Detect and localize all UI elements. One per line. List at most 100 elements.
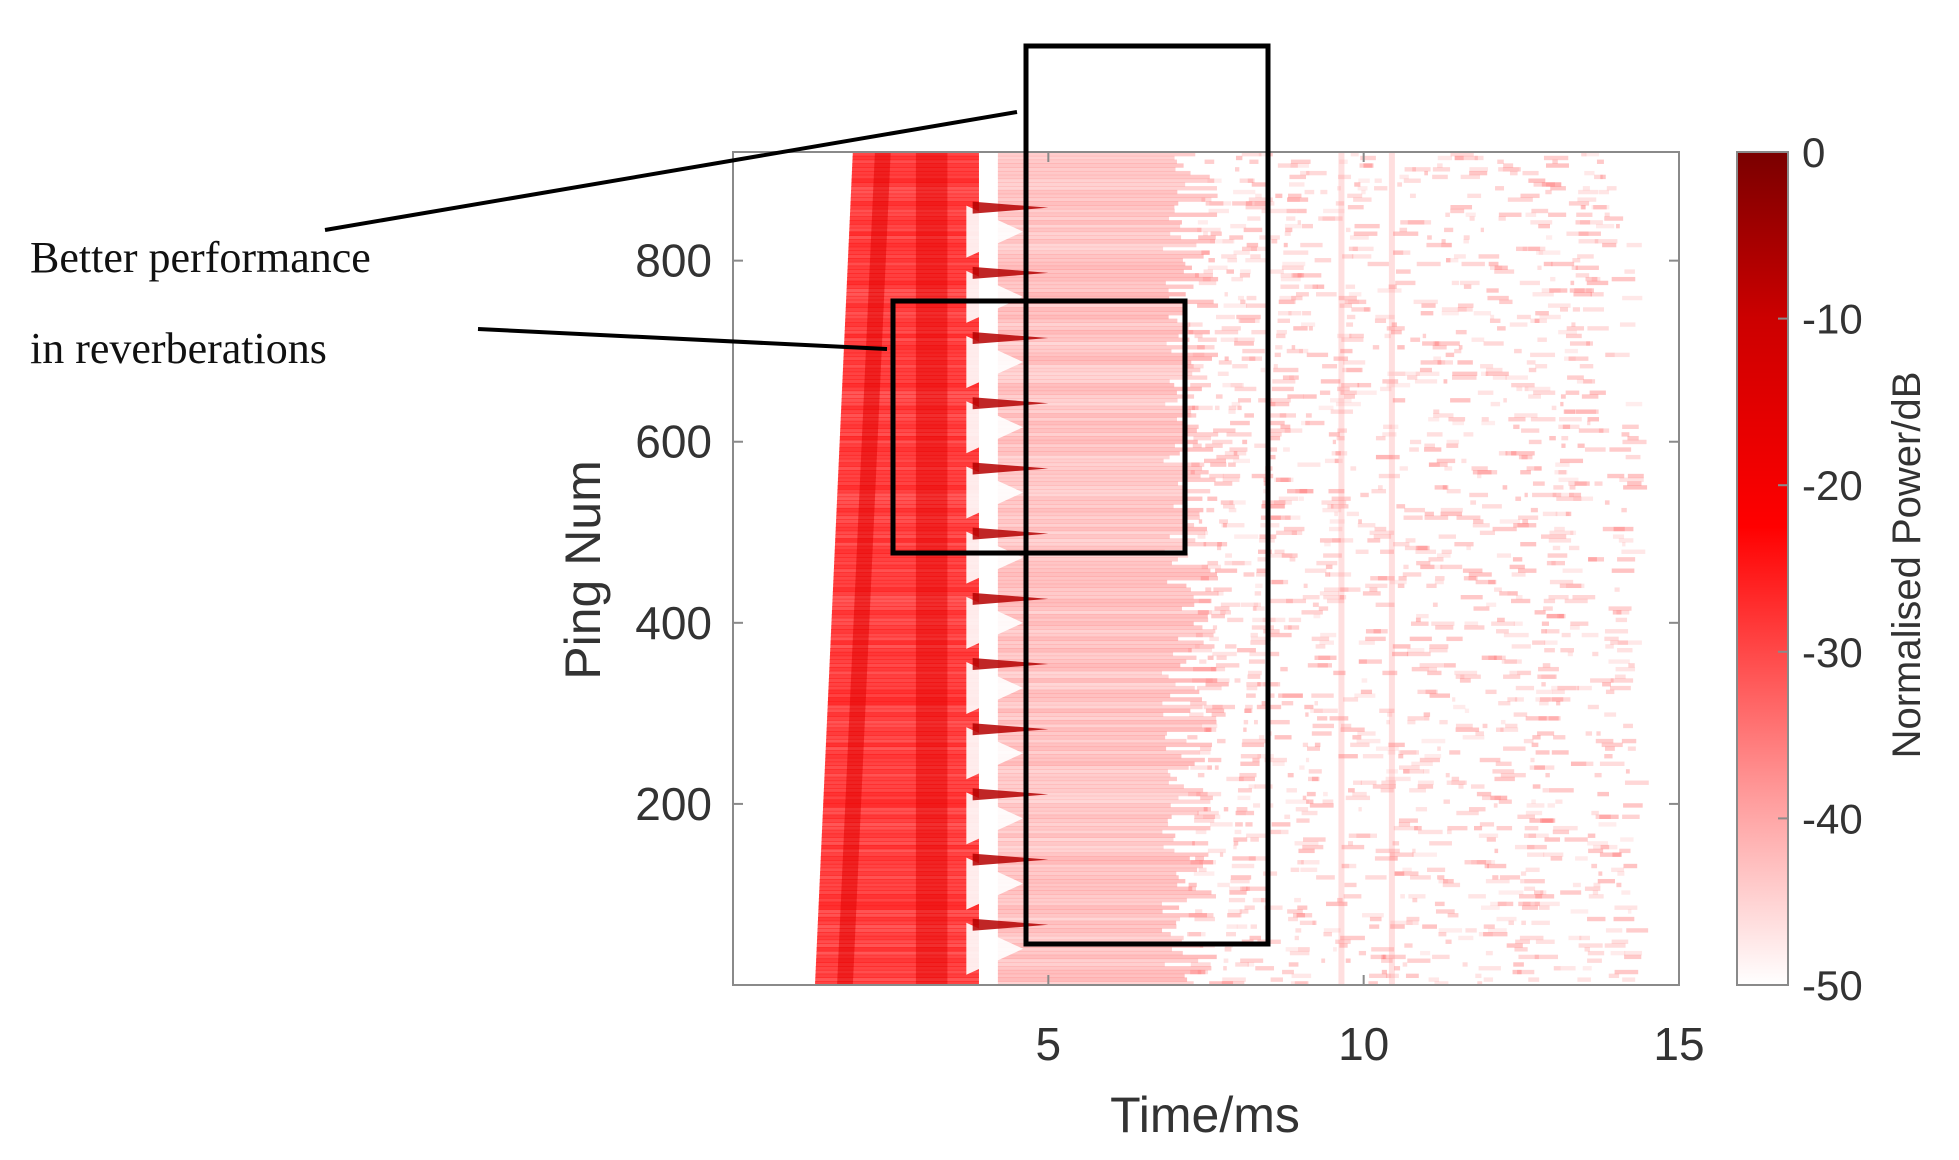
sparse-return <box>1400 894 1405 899</box>
pulse-gap <box>966 531 1024 584</box>
sparse-return <box>1209 239 1235 244</box>
sparse-return <box>1220 337 1238 342</box>
sparse-return <box>1195 632 1203 638</box>
echo-striation <box>915 280 948 286</box>
sparse-return <box>1205 708 1225 713</box>
echo-striation <box>861 454 877 460</box>
sparse-return <box>1283 250 1309 255</box>
sparse-return <box>1497 159 1504 164</box>
sparse-return <box>1451 780 1466 785</box>
sparse-return <box>1271 239 1278 244</box>
sparse-return <box>1594 239 1618 244</box>
sparse-return <box>1400 750 1417 755</box>
echo-striation <box>915 398 948 403</box>
echo-band-row <box>837 496 979 501</box>
sparse-return <box>1599 814 1619 819</box>
sparse-return <box>1230 420 1250 426</box>
sparse-return <box>1429 841 1452 846</box>
sparse-return <box>1475 579 1497 585</box>
echo-striation <box>869 276 885 282</box>
echo-striation <box>838 958 854 963</box>
echo-striation <box>915 606 948 611</box>
sparse-return <box>1223 303 1247 308</box>
sparse-return <box>1558 424 1580 430</box>
echo-striation <box>915 182 948 187</box>
echo-band-row <box>842 371 979 376</box>
sparse-return <box>1394 871 1405 876</box>
echo-striation <box>858 504 875 509</box>
sparse-return <box>1568 545 1580 551</box>
sparse-return <box>1190 470 1195 475</box>
sparse-return <box>1232 364 1248 369</box>
sparse-return <box>1554 470 1568 475</box>
sparse-return <box>1235 822 1243 827</box>
sparse-return <box>1398 765 1420 770</box>
echo-striation <box>854 598 871 604</box>
sparse-return <box>1393 231 1419 236</box>
reverb-row <box>997 882 1178 888</box>
echo-striation <box>915 576 948 581</box>
sparse-return <box>1402 572 1422 577</box>
sparse-return <box>1312 284 1325 289</box>
sparse-return <box>1301 322 1316 327</box>
sparse-return <box>1559 417 1582 422</box>
sparse-return <box>1593 205 1607 210</box>
echo-striation <box>915 488 948 494</box>
reverb-row <box>997 610 1212 615</box>
reverb-row <box>997 856 1190 861</box>
sparse-return <box>1285 799 1309 804</box>
sparse-return <box>1334 458 1339 464</box>
sparse-return <box>1608 606 1632 611</box>
echo-band-row <box>818 909 979 914</box>
sparse-return <box>1353 197 1372 202</box>
sparse-return <box>1390 852 1414 857</box>
echo-spike <box>972 397 1049 410</box>
sparse-return <box>1410 337 1421 342</box>
sparse-return <box>1398 750 1420 755</box>
sparse-return <box>1291 273 1305 278</box>
echo-striation <box>852 636 869 642</box>
echo-striation <box>866 329 883 335</box>
echo-striation <box>862 432 878 437</box>
sparse-return <box>1535 750 1550 755</box>
echo-striation <box>915 931 948 937</box>
sparse-return <box>1457 360 1473 365</box>
pulse-gap <box>966 662 1024 715</box>
sparse-return <box>1306 352 1329 358</box>
echo-band-row <box>841 409 979 414</box>
reverb-row <box>997 405 1195 411</box>
sparse-return <box>1202 276 1211 282</box>
echo-striation <box>915 810 948 816</box>
sparse-return <box>1265 651 1280 657</box>
sparse-return <box>1295 928 1302 933</box>
sparse-return <box>1253 606 1257 611</box>
sparse-return <box>1569 625 1580 630</box>
sparse-return <box>1252 606 1265 611</box>
sparse-return <box>1499 591 1512 596</box>
sparse-return <box>1345 958 1351 963</box>
sparse-return <box>1564 598 1588 604</box>
reverb-row <box>997 307 1183 312</box>
reverb-row <box>997 541 1207 547</box>
echo-striation <box>915 473 948 479</box>
sparse-return <box>1528 246 1546 252</box>
sparse-return <box>1311 731 1332 736</box>
sparse-return <box>1226 776 1244 782</box>
sparse-return <box>1455 329 1467 335</box>
echo-striation <box>915 837 948 842</box>
echo-band-row <box>838 462 979 467</box>
echo-band-row <box>842 386 979 392</box>
sparse-return <box>1209 473 1224 479</box>
annotation-box-tall <box>1023 43 1271 947</box>
sparse-return <box>1273 367 1299 373</box>
echo-striation <box>915 500 948 505</box>
sparse-return <box>1534 901 1560 907</box>
sparse-return <box>1503 398 1507 403</box>
sparse-return <box>1255 193 1262 199</box>
reverb-row <box>997 212 1218 217</box>
sparse-return <box>1608 659 1630 664</box>
echo-striation <box>869 265 886 270</box>
reverb-row <box>997 613 1208 619</box>
sparse-return <box>1212 704 1236 710</box>
sparse-return <box>1236 807 1248 812</box>
